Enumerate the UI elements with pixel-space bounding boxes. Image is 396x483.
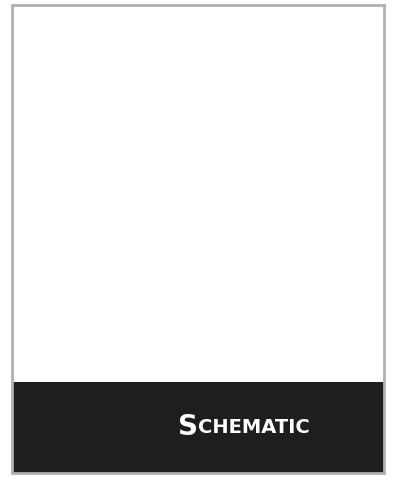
Circle shape: [270, 215, 308, 254]
Circle shape: [104, 43, 143, 83]
Text: 5: 5: [208, 268, 218, 283]
Circle shape: [151, 156, 182, 187]
Text: CHEMATIC: CHEMATIC: [198, 418, 310, 437]
Circle shape: [151, 126, 182, 157]
Text: 4: 4: [314, 33, 324, 48]
Circle shape: [270, 43, 308, 83]
Text: 1: 1: [69, 268, 78, 283]
Text: S: S: [178, 413, 198, 441]
Text: 2: 2: [310, 268, 320, 283]
Circle shape: [65, 215, 104, 254]
Text: 3: 3: [82, 33, 91, 48]
Circle shape: [166, 215, 204, 254]
